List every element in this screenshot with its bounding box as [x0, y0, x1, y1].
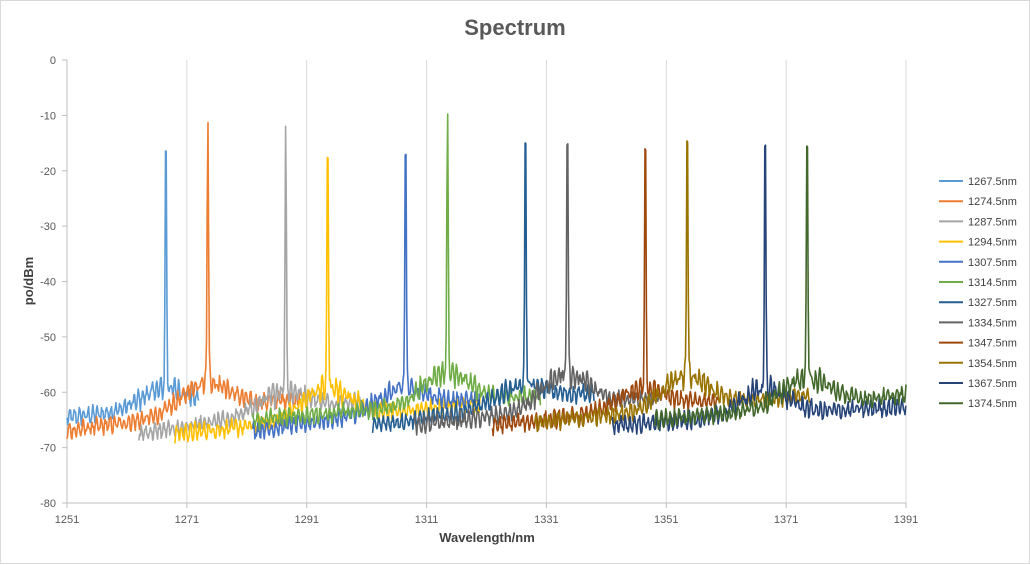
x-tick-label: 1311	[415, 514, 439, 526]
legend-label: 1294.5nm	[968, 237, 1017, 249]
legend-label: 1274.5nm	[968, 196, 1017, 208]
x-tick-label: 1391	[894, 514, 918, 526]
grid-lines	[66, 60, 907, 503]
y-tick-label: -20	[40, 166, 56, 178]
y-axis-title: po/dBm	[21, 257, 36, 305]
legend-label: 1267.5nm	[968, 176, 1017, 188]
legend-label: 1287.5nm	[968, 216, 1017, 228]
chart-title: Spectrum	[464, 15, 565, 40]
legend-label: 1314.5nm	[968, 277, 1017, 289]
x-tick-label: 1331	[534, 514, 558, 526]
series-line-1307.5nm	[252, 153, 481, 440]
series-line-1374.5nm	[653, 145, 907, 431]
x-axis-title: Wavelength/nm	[439, 530, 535, 545]
series-line-1354.5nm	[533, 140, 811, 433]
legend-label: 1354.5nm	[968, 358, 1017, 370]
y-tick-label: -50	[40, 332, 56, 344]
legend-label: 1327.5nm	[968, 297, 1017, 309]
series-line-1314.5nm	[252, 113, 542, 431]
y-tick-label: -40	[40, 277, 56, 289]
y-tick-label: -60	[40, 387, 56, 399]
y-tick-label: -80	[40, 498, 56, 510]
y-tick-label: -30	[40, 221, 56, 233]
legend-label: 1367.5nm	[968, 378, 1017, 390]
legend-label: 1334.5nm	[968, 317, 1017, 329]
legend-label: 1374.5nm	[968, 398, 1017, 410]
axes: 1251 1271 1291 1311 1331 1351 1371 1391 0 -10 -20 -…	[40, 55, 918, 526]
y-tick-label: 0	[50, 55, 56, 67]
plot-area	[66, 113, 907, 444]
x-tick-label: 1251	[55, 514, 79, 526]
series-line-1267.5nm	[66, 150, 200, 427]
x-tick-label: 1271	[175, 514, 199, 526]
y-tick-label: -70	[40, 443, 56, 455]
legend: 1267.5nm 1274.5nm 1287.5nm 1294.5nm 1307.5nm…	[939, 176, 1017, 410]
series-line-1334.5nm	[413, 143, 661, 436]
series-line-1327.5nm	[371, 142, 595, 433]
x-tick-label: 1351	[654, 514, 678, 526]
x-tick-label: 1371	[774, 514, 798, 526]
x-tick-label: 1291	[294, 514, 318, 526]
series-line-1274.5nm	[66, 121, 302, 440]
series-line-1347.5nm	[491, 148, 721, 437]
legend-label: 1347.5nm	[968, 338, 1017, 350]
legend-label: 1307.5nm	[968, 257, 1017, 269]
y-tick-label: -10	[40, 110, 56, 122]
